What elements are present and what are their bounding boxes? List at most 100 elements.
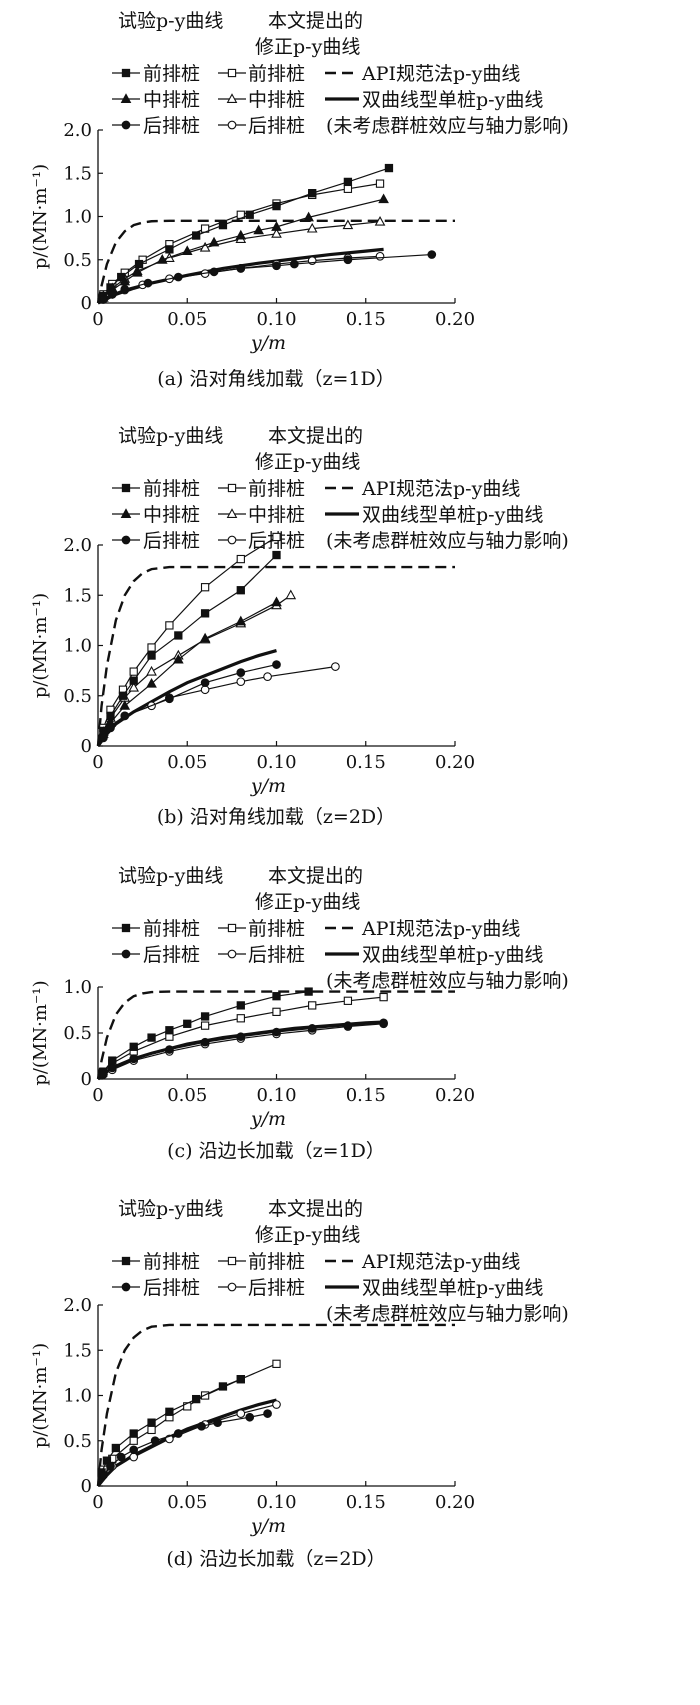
series-exp-line (97, 554, 277, 747)
series-api-line (96, 990, 455, 1080)
legend-label-exp-front: 前排桩 (143, 1251, 200, 1273)
marker-square (165, 245, 174, 254)
series-exp-line (97, 1022, 384, 1080)
marker-square (147, 1425, 156, 1435)
series-api-line (96, 219, 455, 304)
marker-triangle (199, 632, 211, 643)
marker-square (272, 1359, 281, 1368)
marker-circle (209, 267, 219, 277)
marker-triangle (128, 681, 140, 692)
marker-circle (129, 1054, 139, 1064)
y-axis-label: p/(MN·m⁻¹) (30, 164, 51, 269)
marker-triangle (146, 665, 157, 676)
marker-circle (121, 120, 131, 130)
marker-square (200, 1012, 210, 1021)
axes: 0 0.05 0.10 0.15 0.20 0 0.5 1.0 1.5 2.0 y/m p/(MN·m… (30, 120, 475, 354)
x-axis-label: y/m (250, 1515, 286, 1537)
marker-square (129, 1042, 138, 1051)
marker-triangle (131, 266, 143, 277)
legend-label-mod-front: 前排桩 (248, 478, 305, 500)
x-tick-label: 0 (92, 309, 103, 330)
marker-square (147, 1418, 156, 1427)
series-api-line (96, 1323, 455, 1487)
marker-square (183, 1019, 192, 1028)
marker-circle (245, 1412, 255, 1422)
marker-square (343, 177, 353, 187)
series-mod-line (97, 1023, 384, 1080)
marker-triangle (271, 228, 282, 238)
legend-label-hyperbolic: 双曲线型单桩p-y曲线 (362, 1277, 543, 1299)
marker-square (236, 1001, 245, 1010)
y-tick-label: 1.5 (63, 1340, 92, 1361)
x-tick-label: 0.10 (256, 1085, 296, 1106)
marker-triangle (271, 596, 282, 607)
legend-header-proposed: 本文提出的 (268, 1198, 363, 1220)
marker-square (236, 1375, 245, 1384)
marker-circle (379, 1018, 388, 1028)
x-axis-label: y/m (250, 775, 286, 797)
legend-label-exp-rear: 后排桩 (143, 115, 200, 137)
marker-triangle (235, 229, 247, 240)
marker-square (200, 609, 210, 618)
legend-header-proposed-2: 修正p-y曲线 (255, 451, 360, 473)
marker-square (165, 1407, 174, 1416)
marker-circle (106, 1461, 115, 1471)
marker-square (227, 1256, 237, 1266)
marker-square (121, 483, 131, 493)
marker-circle (150, 1436, 160, 1446)
legend-label-api: API规范法p-y曲线 (361, 1251, 520, 1273)
marker-square (272, 1007, 281, 1016)
series-hyper-line (96, 1020, 384, 1081)
marker-triangle (342, 219, 354, 230)
y-tick-label: 1.0 (63, 636, 92, 657)
marker-triangle (253, 224, 264, 235)
marker-circle (427, 250, 437, 259)
marker-square (165, 621, 174, 630)
axes: 0 0.05 0.10 0.15 0.20 0 0.5 1.0 1.5 2.0 y/m p/(MN·m… (30, 535, 475, 797)
x-axis-label: y/m (250, 1108, 286, 1130)
marker-circle (121, 949, 131, 959)
marker-circle (263, 672, 272, 682)
legend-header-proposed-2: 修正p-y曲线 (255, 891, 360, 913)
marker-square (165, 1026, 174, 1035)
marker-square (245, 210, 254, 219)
marker-triangle (303, 211, 314, 222)
legend-header-experimental: 试验p-y曲线 (118, 10, 223, 32)
marker-circle (143, 278, 153, 288)
marker-square (227, 483, 237, 493)
marker-triangle (119, 700, 131, 710)
legend-label-hyperbolic: 双曲线型单桩p-y曲线 (362, 89, 543, 111)
y-tick-label: 0 (81, 293, 92, 314)
marker-square (129, 667, 138, 676)
marker-triangle (208, 236, 220, 247)
legend-label-mod-rear: 后排桩 (248, 1277, 305, 1299)
legend-header-proposed: 本文提出的 (268, 865, 363, 887)
x-tick-label: 0.15 (346, 1085, 386, 1106)
marker-circle (200, 1037, 210, 1047)
marker-square (227, 923, 237, 933)
panel-caption: (a) 沿对角线加载（z=1D） (157, 368, 394, 390)
x-tick-label: 0.10 (256, 1492, 296, 1513)
marker-circle (227, 120, 237, 130)
legend-label-mod-middle: 中排桩 (248, 89, 305, 111)
marker-square (192, 1394, 201, 1404)
marker-square (384, 163, 394, 173)
marker-circle (263, 1409, 272, 1418)
marker-circle (173, 272, 183, 282)
legend-header-proposed: 本文提出的 (268, 425, 363, 447)
marker-triangle (156, 254, 168, 264)
marker-square (272, 532, 281, 542)
y-tick-label: 1.5 (63, 585, 92, 606)
x-tick-label: 0.20 (435, 1085, 475, 1106)
marker-square (129, 1429, 138, 1438)
x-tick-label: 0.10 (256, 309, 296, 330)
marker-triangle (306, 222, 318, 233)
marker-square (236, 554, 245, 564)
marker-triangle (271, 221, 282, 231)
marker-square (304, 987, 313, 996)
x-tick-label: 0 (92, 1085, 103, 1106)
x-tick-label: 0.05 (167, 1085, 207, 1106)
